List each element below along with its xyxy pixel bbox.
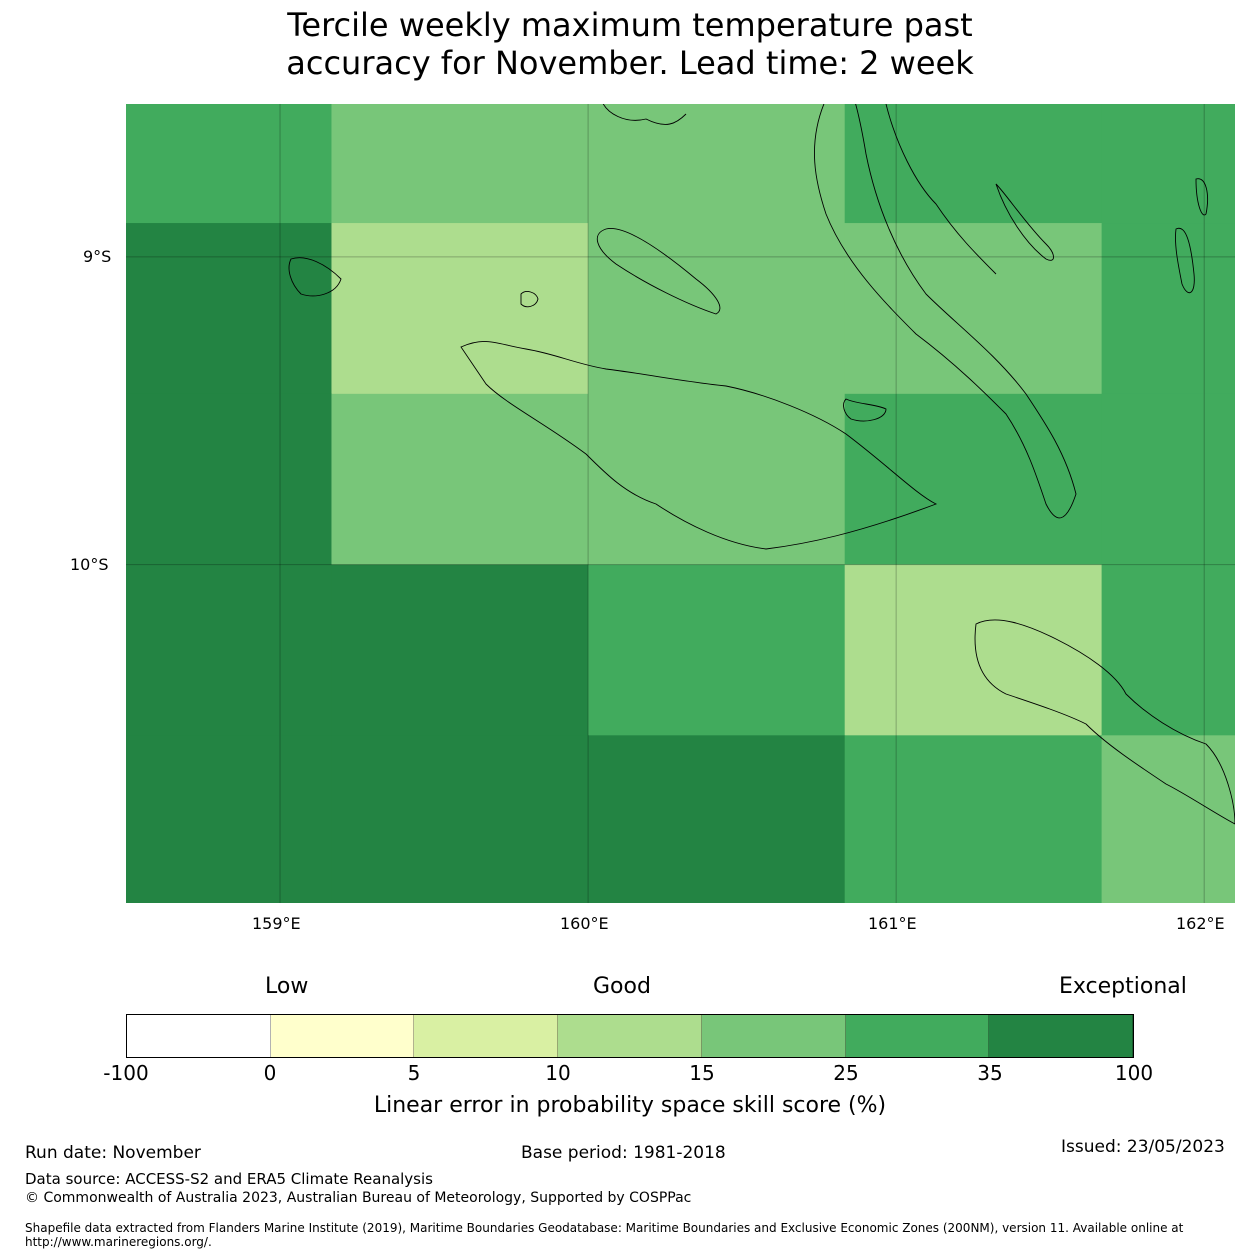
lat-tick-9s: 9°S [83, 247, 112, 266]
colorbar-tick: 15 [689, 1061, 715, 1085]
skill-cell [588, 223, 846, 395]
skill-cell [331, 735, 589, 903]
issued-date: Issued: 23/05/2023 [1061, 1137, 1225, 1157]
coastline [602, 104, 687, 125]
data-source: Data source: ACCESS-S2 and ERA5 Climate … [25, 1170, 433, 1188]
run-date: Run date: November [25, 1143, 201, 1163]
colorbar-heading-exceptional: Exceptional [1059, 974, 1187, 999]
coastline [596, 228, 721, 315]
colorbar-tick: 0 [263, 1061, 277, 1085]
skill-cell [1101, 564, 1235, 736]
coastline [460, 341, 938, 550]
colorbar-segment [989, 1015, 1134, 1057]
skill-cell [331, 223, 589, 395]
colorbar-tick: 25 [833, 1061, 859, 1085]
skill-cell [844, 104, 1103, 224]
coastline [843, 398, 887, 422]
coastline [995, 183, 1054, 261]
colorbar-label: Linear error in probability space skill … [373, 1093, 887, 1118]
skill-cell [844, 223, 1103, 395]
skill-cell [1101, 393, 1235, 566]
skill-cell [844, 735, 1103, 903]
skill-cell [126, 564, 332, 736]
coastline [520, 291, 539, 308]
shapefile-credit: Shapefile data extracted from Flanders M… [25, 1221, 1184, 1249]
colorbar-tick: 100 [1114, 1061, 1154, 1085]
colorbar-heading-low: Low [265, 974, 309, 999]
colorbar-tick: 5 [407, 1061, 421, 1085]
lon-tick-161e: 161°E [868, 914, 917, 933]
coastline [814, 104, 1077, 519]
skill-cell [588, 735, 846, 903]
skill-cell [126, 223, 332, 395]
copyright: © Commonwealth of Australia 2023, Austra… [25, 1190, 692, 1206]
skill-cell [126, 104, 332, 224]
skill-map [126, 104, 1235, 903]
colorbar-segment [845, 1015, 990, 1057]
colorbar-segment [127, 1015, 271, 1057]
skill-cell [331, 393, 589, 566]
figure-title: Tercile weekly maximum temperature past … [0, 6, 1260, 82]
lon-tick-160e: 160°E [560, 914, 609, 933]
skill-cell [844, 564, 1103, 736]
colorbar-segment [701, 1015, 846, 1057]
skill-cell [331, 104, 589, 224]
skill-cell [844, 393, 1103, 566]
colorbar-tick: 10 [545, 1061, 571, 1085]
skill-cell [1101, 223, 1235, 395]
skill-cell [588, 104, 846, 224]
lon-tick-162e: 162°E [1176, 914, 1225, 933]
skill-cell [126, 393, 332, 566]
skill-cell [588, 564, 846, 736]
skill-cell [1101, 104, 1235, 224]
coastline [1195, 178, 1208, 216]
colorbar-tick: -100 [103, 1061, 149, 1085]
colorbar-segment [270, 1015, 415, 1057]
coastline [1175, 227, 1195, 294]
skill-cell [588, 393, 846, 566]
colorbar-tick: 35 [977, 1061, 1003, 1085]
colorbar [126, 1014, 1134, 1058]
lon-tick-159e: 159°E [252, 914, 301, 933]
coastline [885, 104, 997, 275]
base-period: Base period: 1981-2018 [521, 1143, 726, 1163]
colorbar-segment [414, 1015, 559, 1057]
title-line-2: accuracy for November. Lead time: 2 week [286, 44, 974, 82]
coastline [974, 619, 1235, 825]
coastline [288, 257, 342, 297]
colorbar-segment [558, 1015, 702, 1057]
skill-cell [126, 735, 332, 903]
skill-cell [1101, 735, 1235, 903]
title-line-1: Tercile weekly maximum temperature past [287, 6, 973, 44]
skill-cell [331, 564, 589, 736]
lat-tick-10s: 10°S [70, 555, 109, 574]
colorbar-heading-good: Good [593, 974, 651, 999]
